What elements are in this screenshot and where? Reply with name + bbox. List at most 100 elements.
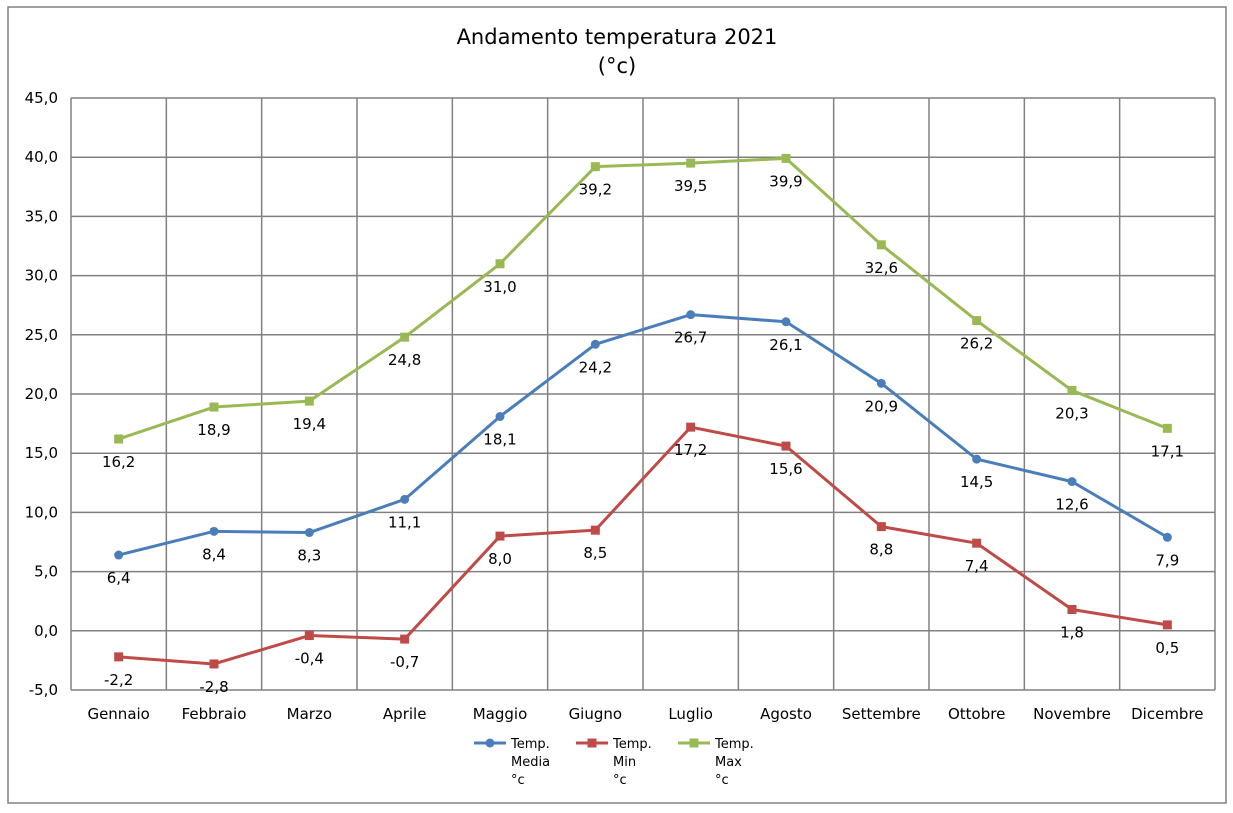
data-point bbox=[304, 631, 314, 641]
data-point bbox=[972, 538, 982, 548]
legend-swatch-marker bbox=[689, 738, 699, 748]
y-tick-label: 20,0 bbox=[25, 385, 58, 403]
data-point bbox=[304, 396, 314, 406]
data-point bbox=[686, 158, 696, 168]
data-point bbox=[1162, 620, 1172, 630]
y-tick-label: 25,0 bbox=[25, 326, 58, 344]
data-label: 39,5 bbox=[674, 177, 707, 195]
data-label: -0,4 bbox=[295, 650, 324, 668]
data-label: 7,4 bbox=[965, 557, 989, 575]
x-axis: Gennaio Febbraio Marzo Aprile Maggio Giugno Lu… bbox=[87, 705, 1203, 723]
data-label: 26,2 bbox=[960, 335, 993, 353]
data-point bbox=[1067, 385, 1077, 395]
series-2: 16,2 18,9 19,4 24,8 31,0 39,2 39,5 39,9 32,6 26,2… bbox=[102, 153, 1184, 471]
data-point bbox=[686, 422, 696, 432]
y-tick-label: 45,0 bbox=[25, 89, 58, 107]
chart-subtitle: (°c) bbox=[598, 54, 636, 78]
y-tick-label: 35,0 bbox=[25, 207, 58, 225]
data-label: 18,9 bbox=[197, 421, 230, 439]
data-label: 14,5 bbox=[960, 473, 993, 491]
data-label: 24,8 bbox=[388, 351, 421, 369]
data-label: 20,9 bbox=[865, 397, 898, 415]
legend-label: Min bbox=[613, 755, 636, 770]
x-tick-label: Giugno bbox=[569, 705, 623, 723]
data-label: 17,2 bbox=[674, 441, 707, 459]
series-layer: 6,4 8,4 8,3 11,1 18,1 24,2 26,7 26,1 20,9 14,5 12,… bbox=[102, 153, 1184, 696]
data-label: 24,2 bbox=[579, 358, 612, 376]
data-label: 8,3 bbox=[297, 547, 321, 565]
data-point bbox=[209, 659, 219, 669]
chart-border bbox=[7, 6, 1227, 804]
data-label: 19,4 bbox=[293, 415, 326, 433]
legend-label: Temp. bbox=[612, 737, 652, 752]
data-label: 32,6 bbox=[865, 259, 898, 277]
data-label: 11,1 bbox=[388, 513, 421, 531]
data-point bbox=[781, 153, 791, 163]
x-tick-label: Marzo bbox=[287, 705, 332, 723]
y-tick-label: 0,0 bbox=[34, 622, 58, 640]
data-point bbox=[972, 316, 982, 326]
y-tick-label: 10,0 bbox=[25, 503, 58, 521]
data-point bbox=[686, 310, 696, 320]
data-label: 8,8 bbox=[869, 541, 893, 559]
data-point bbox=[1162, 532, 1172, 542]
data-point bbox=[781, 317, 791, 327]
x-tick-label: Luglio bbox=[668, 705, 713, 723]
y-tick-label: 30,0 bbox=[25, 267, 58, 285]
data-point bbox=[400, 494, 410, 504]
data-label: 1,8 bbox=[1060, 623, 1084, 641]
data-point bbox=[400, 634, 410, 644]
data-label: 7,9 bbox=[1155, 551, 1179, 569]
y-tick-label: 15,0 bbox=[25, 444, 58, 462]
y-tick-label: -5,0 bbox=[29, 681, 58, 699]
data-label: 20,3 bbox=[1055, 404, 1088, 422]
data-label: -2,2 bbox=[104, 671, 133, 689]
legend-label: Temp. bbox=[714, 737, 754, 752]
data-point bbox=[876, 378, 886, 388]
x-tick-label: Ottobre bbox=[948, 705, 1005, 723]
x-tick-label: Settembre bbox=[842, 705, 921, 723]
x-tick-label: Febbraio bbox=[182, 705, 247, 723]
data-label: 31,0 bbox=[483, 278, 516, 296]
chart-title: Andamento temperatura 2021 bbox=[457, 25, 778, 49]
data-point bbox=[876, 522, 886, 532]
x-tick-label: Dicembre bbox=[1131, 705, 1203, 723]
data-point bbox=[209, 526, 219, 536]
legend-label: °c bbox=[511, 773, 525, 788]
legend-swatch-marker bbox=[587, 738, 597, 748]
data-point bbox=[114, 434, 124, 444]
series-1: -2,2 -2,8 -0,4 -0,7 8,0 8,5 17,2 15,6 8,8 7,4 1,8 0… bbox=[104, 422, 1179, 696]
legend-label: °c bbox=[613, 773, 627, 788]
data-point bbox=[495, 259, 505, 269]
data-point bbox=[1162, 423, 1172, 433]
data-point bbox=[114, 652, 124, 662]
data-label: 39,9 bbox=[769, 172, 802, 190]
y-tick-label: 40,0 bbox=[25, 148, 58, 166]
data-label: 6,4 bbox=[107, 569, 131, 587]
legend: Temp. Media °c Temp. Min °c Temp. Max °c bbox=[474, 737, 754, 788]
legend-entry: Temp. Max °c bbox=[678, 737, 754, 788]
data-point bbox=[495, 531, 505, 541]
data-label: 0,5 bbox=[1155, 639, 1179, 657]
data-point bbox=[304, 528, 314, 538]
x-tick-label: Aprile bbox=[383, 705, 427, 723]
data-point bbox=[972, 454, 982, 464]
data-point bbox=[1067, 604, 1077, 614]
x-tick-label: Maggio bbox=[473, 705, 528, 723]
legend-swatch-marker bbox=[485, 738, 495, 748]
data-point bbox=[1067, 477, 1077, 487]
x-tick-label: Agosto bbox=[760, 705, 812, 723]
data-point bbox=[590, 162, 600, 172]
data-label: 8,0 bbox=[488, 550, 512, 568]
data-point bbox=[495, 411, 505, 421]
data-point bbox=[400, 332, 410, 342]
series-line bbox=[118, 425, 1168, 666]
data-label: 39,2 bbox=[579, 181, 612, 199]
data-point bbox=[876, 240, 886, 250]
x-tick-label: Novembre bbox=[1033, 705, 1111, 723]
data-label: 8,4 bbox=[202, 545, 226, 563]
data-point bbox=[590, 525, 600, 535]
x-tick-label: Gennaio bbox=[87, 705, 149, 723]
